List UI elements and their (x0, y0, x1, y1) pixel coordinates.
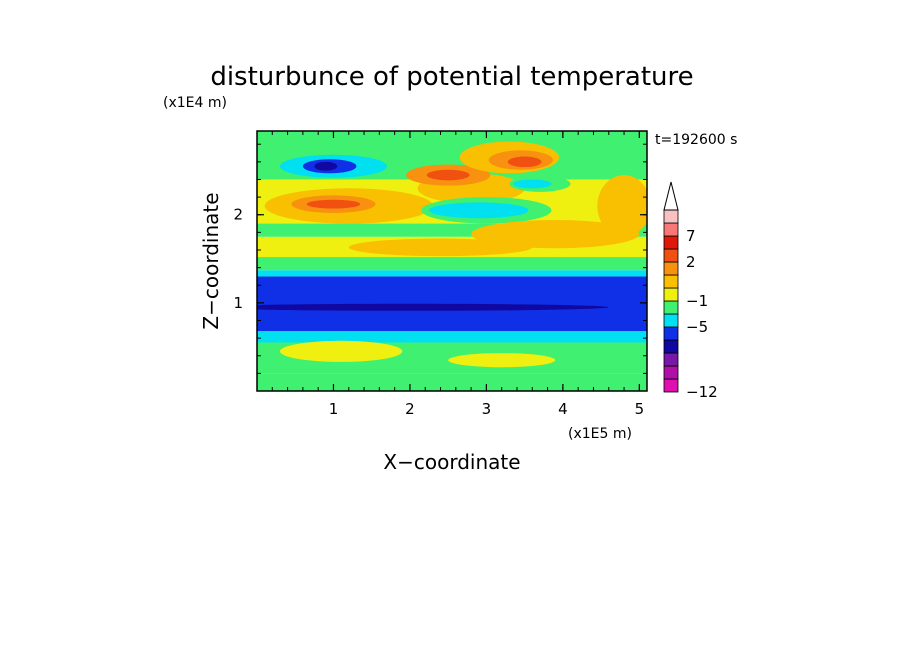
colorbar-segment-9 (663, 261, 679, 276)
colorbar-tick-label: −5 (686, 318, 708, 336)
x-tick-label: 3 (482, 400, 492, 418)
colorbar-segment-6 (663, 300, 679, 315)
x-tick-label: 1 (329, 400, 339, 418)
colorbar-segment-7 (663, 287, 679, 302)
chart-title: disturbunce of potential temperature (210, 62, 693, 92)
field-contour-19 (471, 220, 640, 249)
field-contour-20 (348, 238, 533, 257)
field-band-3 (257, 276, 647, 332)
x-tick-label: 5 (635, 400, 645, 418)
colorbar-segment-3 (663, 339, 679, 354)
field-band-2 (257, 331, 647, 343)
field-band-0 (257, 373, 647, 391)
colorbar-segment-10 (663, 248, 679, 263)
field-contour-5 (306, 199, 361, 209)
colorbar-tick-label: −12 (686, 383, 718, 401)
colorbar-segment-13 (663, 209, 679, 224)
y-axis-label: Z−coordinate (199, 192, 223, 329)
colorbar: −12−5−127 (663, 181, 718, 401)
colorbar-tick-label: −1 (686, 292, 708, 310)
field-contour-0 (279, 340, 403, 362)
x-unit-label: (x1E5 m) (568, 426, 632, 442)
colorbar-tick-label: 2 (686, 253, 696, 271)
field-band-5 (257, 257, 647, 271)
y-tick-label: 2 (233, 206, 243, 224)
y-tick-label: 1 (233, 294, 243, 312)
field-contour-8 (314, 161, 338, 171)
x-axis: 1 2 3 4 5 (271, 131, 645, 418)
plot-area (257, 131, 647, 391)
colorbar-extend-arrow (663, 181, 679, 211)
field-contour-14 (507, 156, 542, 168)
field-contour-11 (426, 169, 470, 181)
time-label: t=192600 s (655, 132, 737, 148)
field-contour-18 (513, 179, 552, 189)
field-band-4 (257, 270, 647, 277)
x-tick-label: 4 (558, 400, 568, 418)
y-unit-label: (x1E4 m) (163, 95, 227, 111)
colorbar-segment-2 (663, 352, 679, 367)
field-contour-1 (448, 353, 556, 368)
field-contour-21 (597, 175, 647, 237)
colorbar-segment-0 (663, 378, 679, 393)
colorbar-segment-5 (663, 313, 679, 328)
field-contour-2 (257, 303, 609, 311)
colorbar-segment-1 (663, 365, 679, 380)
field-contour-16 (429, 202, 529, 219)
plot-frame (256, 130, 648, 392)
colorbar-tick-label: 7 (686, 227, 696, 245)
x-axis-label: X−coordinate (383, 450, 520, 474)
x-tick-label: 2 (405, 400, 415, 418)
colorbar-segment-4 (663, 326, 679, 341)
y-axis: 12 (233, 143, 647, 374)
colorbar-segment-11 (663, 235, 679, 250)
colorbar-segment-12 (663, 222, 679, 237)
colorbar-segment-8 (663, 274, 679, 289)
